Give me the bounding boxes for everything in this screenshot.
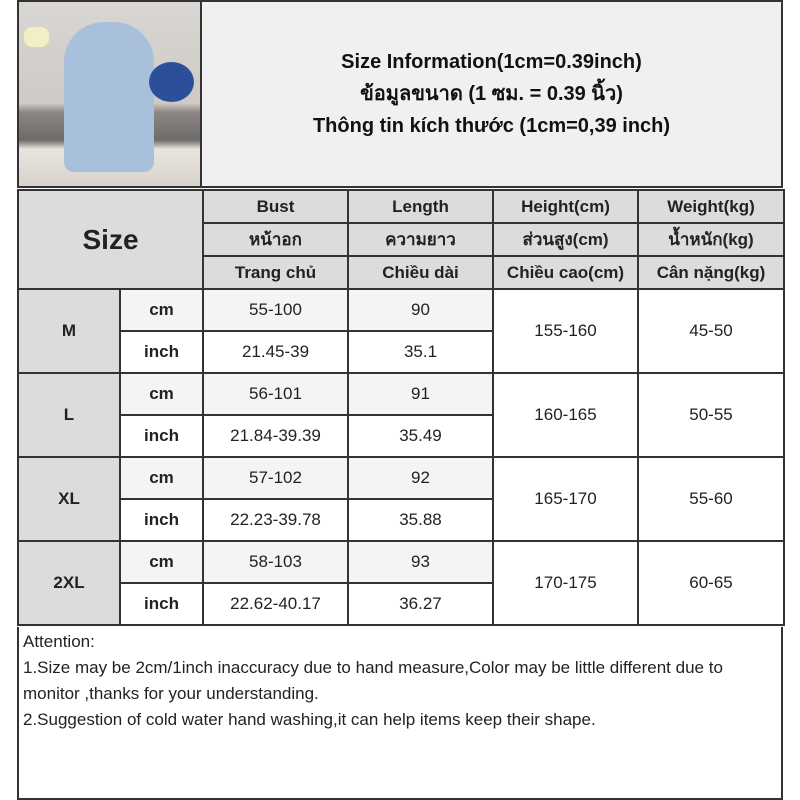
size-label: 2XL xyxy=(17,540,121,626)
bust-inch: 21.45-39 xyxy=(202,330,349,374)
length-inch: 35.49 xyxy=(347,414,494,458)
plush-toy-shape xyxy=(149,62,194,102)
unit-cm: cm xyxy=(119,456,204,500)
header-cell: Chiều cao(cm) xyxy=(492,255,639,290)
size-label: M xyxy=(17,288,121,374)
header-cell: น้ำหนัก(kg) xyxy=(637,222,785,257)
weight-range: 60-65 xyxy=(637,540,785,626)
bust-cm: 58-103 xyxy=(202,540,349,584)
header-cell: Height(cm) xyxy=(492,189,639,224)
attention-note-1: 1.Size may be 2cm/1inch inaccuracy due t… xyxy=(23,658,723,703)
size-header: Size xyxy=(17,189,204,290)
weight-range: 45-50 xyxy=(637,288,785,374)
header-cell: หน้าอก xyxy=(202,222,349,257)
title-en: Size Information(1cm=0.39inch) xyxy=(341,51,642,73)
length-cm: 92 xyxy=(347,456,494,500)
height-range: 165-170 xyxy=(492,456,639,542)
unit-inch: inch xyxy=(119,582,204,626)
header-cell: Trang chủ xyxy=(202,255,349,290)
bust-cm: 55-100 xyxy=(202,288,349,332)
title-th: ข้อมูลขนาด (1 ซม. = 0.39 นิ้ว) xyxy=(360,83,623,105)
size-row-inch: inch 22.62-40.17 36.27 xyxy=(18,582,784,626)
size-info-title: Size Information(1cm=0.39inch) ข้อมูลขนา… xyxy=(202,0,783,188)
header-cell: Chiều dài xyxy=(347,255,494,290)
nightdress-shape xyxy=(64,22,154,172)
header-cell: ส่วนสูง(cm) xyxy=(492,222,639,257)
unit-cm: cm xyxy=(119,540,204,584)
attention-title: Attention: xyxy=(23,632,95,651)
header-row: หน้าอก ความยาว ส่วนสูง(cm) น้ำหนัก(kg) xyxy=(18,222,785,257)
lamp-shape xyxy=(24,27,49,47)
header-cell: Cân nặng(kg) xyxy=(637,255,785,290)
height-range: 155-160 xyxy=(492,288,639,374)
header-row: Trang chủ Chiều dài Chiều cao(cm) Cân nặ… xyxy=(18,255,785,290)
unit-cm: cm xyxy=(119,288,204,332)
length-inch: 36.27 xyxy=(347,582,494,626)
header-cell: Weight(kg) xyxy=(637,189,785,224)
size-row-cm: XL cm 57-102 92 165-170 55-60 xyxy=(17,456,785,542)
weight-range: 50-55 xyxy=(637,372,785,458)
product-photo xyxy=(17,0,202,188)
header-row: Size Bust Length Height(cm) Weight(kg) xyxy=(17,189,785,290)
size-label: L xyxy=(17,372,121,458)
bust-cm: 57-102 xyxy=(202,456,349,500)
unit-inch: inch xyxy=(119,414,204,458)
length-cm: 93 xyxy=(347,540,494,584)
size-row-cm: 2XL cm 58-103 93 170-175 60-65 xyxy=(17,540,785,626)
length-cm: 91 xyxy=(347,372,494,416)
size-row-inch: inch 21.84-39.39 35.49 xyxy=(18,414,784,458)
bust-cm: 56-101 xyxy=(202,372,349,416)
bust-inch: 22.62-40.17 xyxy=(202,582,349,626)
height-range: 160-165 xyxy=(492,372,639,458)
length-cm: 90 xyxy=(347,288,494,332)
attention-notes: Attention: 1.Size may be 2cm/1inch inacc… xyxy=(17,627,783,800)
size-row-inch: inch 22.23-39.78 35.88 xyxy=(18,498,784,542)
length-inch: 35.88 xyxy=(347,498,494,542)
header-cell: Bust xyxy=(202,189,349,224)
height-range: 170-175 xyxy=(492,540,639,626)
size-label: XL xyxy=(17,456,121,542)
title-vi: Thông tin kích thước (1cm=0,39 inch) xyxy=(312,115,671,137)
size-row-cm: L cm 56-101 91 160-165 50-55 xyxy=(17,372,785,458)
unit-inch: inch xyxy=(119,498,204,542)
unit-inch: inch xyxy=(119,330,204,374)
size-row-cm: M cm 55-100 90 155-160 45-50 xyxy=(17,288,785,374)
unit-cm: cm xyxy=(119,372,204,416)
length-inch: 35.1 xyxy=(347,330,494,374)
attention-note-2: 2.Suggestion of cold water hand washing,… xyxy=(23,710,596,729)
header-cell: ความยาว xyxy=(347,222,494,257)
size-table: Size Bust Length Height(cm) Weight(kg) ห… xyxy=(17,189,785,626)
header-cell: Length xyxy=(347,189,494,224)
weight-range: 55-60 xyxy=(637,456,785,542)
size-row-inch: inch 21.45-39 35.1 xyxy=(18,330,784,374)
bust-inch: 22.23-39.78 xyxy=(202,498,349,542)
bust-inch: 21.84-39.39 xyxy=(202,414,349,458)
